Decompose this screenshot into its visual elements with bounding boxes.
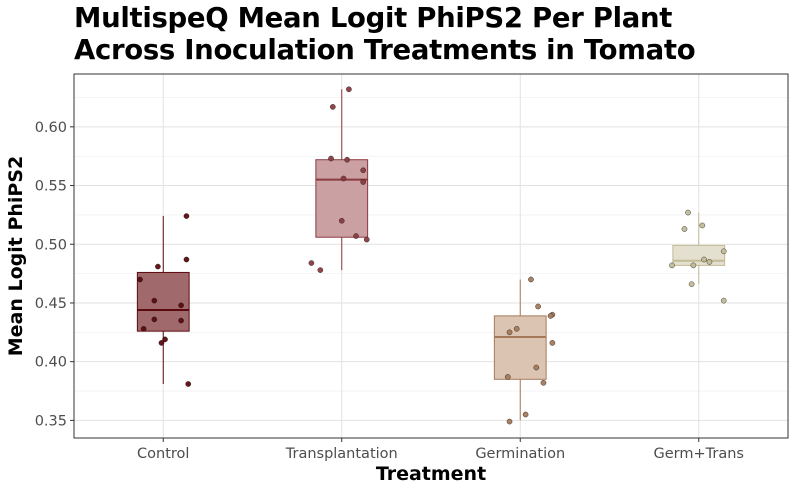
data-point <box>330 104 336 110</box>
y-tick-label: 0.40 <box>35 355 67 371</box>
data-point <box>151 316 158 323</box>
data-point <box>699 222 706 229</box>
y-tick-label: 0.45 <box>35 296 67 312</box>
data-point <box>549 340 556 346</box>
data-point <box>140 325 147 332</box>
box-body <box>315 159 369 238</box>
data-point <box>522 411 529 418</box>
data-point <box>183 213 190 219</box>
data-point <box>535 303 541 310</box>
data-point <box>151 297 158 304</box>
data-point <box>547 313 554 319</box>
data-point <box>317 267 324 273</box>
data-point <box>363 236 370 243</box>
data-point <box>688 281 695 287</box>
box-body <box>493 315 547 380</box>
x-tick-label: Transplantation <box>285 446 398 462</box>
data-point <box>685 209 691 216</box>
data-point <box>178 302 184 309</box>
data-point <box>308 260 315 266</box>
data-point <box>720 297 727 304</box>
box-body <box>136 271 190 332</box>
y-tick-label: 0.50 <box>35 237 67 253</box>
x-tick-label: Germination <box>475 446 565 462</box>
y-tick-label: 0.60 <box>35 120 67 136</box>
plot-panel-background <box>74 74 788 438</box>
data-point <box>504 374 511 380</box>
data-point <box>183 256 190 263</box>
box-transplantation <box>315 89 369 271</box>
data-point <box>178 317 184 324</box>
data-point <box>353 233 359 239</box>
y-tick-label: 0.35 <box>35 413 67 429</box>
data-point <box>158 340 165 346</box>
data-point <box>360 179 366 185</box>
box-control <box>136 216 190 384</box>
data-point <box>162 336 168 343</box>
chart-title: MultispeQ Mean Logit PhiPS2 Per Plant Ac… <box>74 2 696 66</box>
data-point <box>185 381 192 387</box>
box-body <box>672 244 726 266</box>
axes: 0.35 0.40 0.45 0.50 0.55 0.60 Control Transplan… <box>35 120 744 462</box>
data-point <box>344 156 350 163</box>
data-point <box>690 262 697 269</box>
chart-title-line-2: Across Inoculation Treatments in Tomato <box>74 34 696 66</box>
x-axis-title: Treatment <box>376 463 486 485</box>
data-point <box>328 155 334 162</box>
chart-title-line-1: MultispeQ Mean Logit PhiPS2 Per Plant <box>74 2 673 34</box>
plot-panel-border <box>73 73 789 439</box>
data-point <box>701 256 707 263</box>
data-point <box>340 175 347 182</box>
y-tick-label: 0.55 <box>35 179 67 195</box>
x-tick-label: Control <box>137 446 189 462</box>
data-point <box>533 364 540 371</box>
data-point <box>338 217 345 224</box>
data-point <box>669 262 675 269</box>
data-point <box>360 167 366 174</box>
x-tick-label: Germ+Trans <box>654 446 744 462</box>
data-point <box>720 248 727 255</box>
data-point <box>540 380 547 386</box>
y-axis-title: Mean Logit PhiPS2 <box>5 156 27 357</box>
data-point <box>513 325 520 332</box>
data-point <box>137 276 143 283</box>
data-point <box>346 86 352 93</box>
data-point <box>155 263 161 270</box>
jitter-points <box>137 86 727 425</box>
data-point <box>506 418 513 425</box>
data-point <box>528 276 534 283</box>
data-point <box>681 226 688 232</box>
data-point <box>706 259 713 265</box>
data-point <box>506 329 513 336</box>
